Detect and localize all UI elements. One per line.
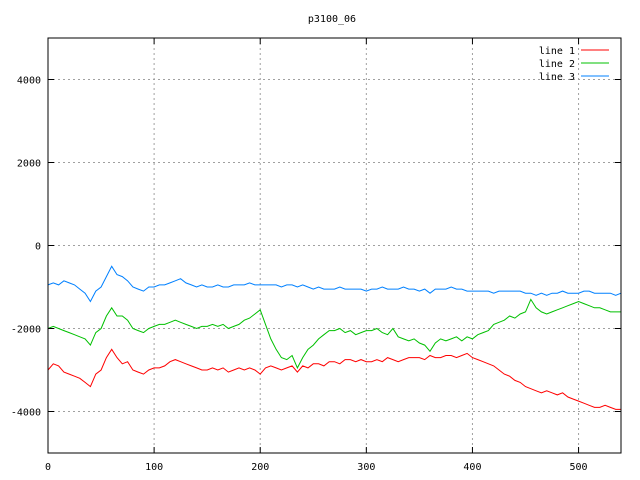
chart-title: p3100_06 [308, 14, 356, 25]
x-tick-label: 200 [251, 462, 269, 473]
x-tick-label: 400 [463, 462, 481, 473]
x-tick-label: 500 [570, 462, 588, 473]
series-line-2 [47, 298, 621, 370]
legend-label-3: line 3 [539, 72, 575, 83]
axis-ticks: 0 100 200 300 400 500 -4000 -2000 0 2000 4000 [11, 38, 621, 473]
legend-label-2: line 2 [539, 59, 575, 70]
x-tick-label: 0 [45, 462, 51, 473]
x-tick-label: 300 [357, 462, 375, 473]
y-tick-label: -2000 [11, 325, 41, 336]
y-tick-label: 0 [35, 242, 41, 253]
y-tick-label: 4000 [17, 76, 41, 87]
legend-label-1: line 1 [539, 46, 575, 57]
legend: line 1 line 2 line 3 [539, 46, 609, 83]
x-tick-label: 100 [145, 462, 163, 473]
y-tick-label: 2000 [17, 159, 41, 170]
y-tick-label: -4000 [11, 408, 41, 419]
series-line-3 [47, 265, 622, 303]
grid-lines [48, 38, 621, 453]
series-line-1 [47, 348, 621, 410]
series-lines [47, 265, 622, 410]
